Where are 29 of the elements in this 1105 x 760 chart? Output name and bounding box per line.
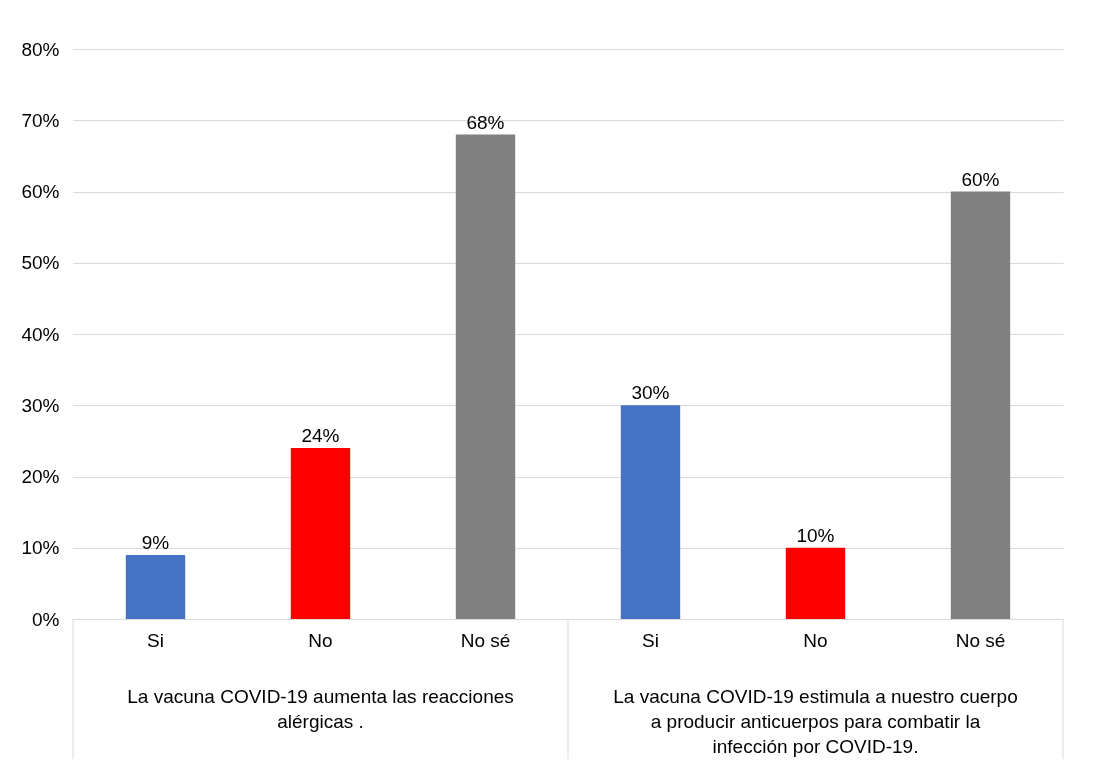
y-tick-label: 0% (32, 608, 60, 630)
text: La vacuna COVID-19 aumenta las reacciones alérgicas . (127, 686, 514, 732)
text: La vacuna COVID-19 estimula a nuestro cuerpo a producir anticuerpos para combatir la infección por COVID-19. (613, 686, 1018, 757)
x-tick-label: No (803, 629, 828, 651)
y-tick-label: 20% (21, 466, 60, 487)
data-label: 60% (961, 168, 1000, 190)
data-label: 9% (141, 531, 170, 553)
data-label: 24% (301, 425, 340, 446)
bar (785, 547, 846, 619)
y-tick-label: 10% (21, 537, 60, 559)
x-tick-label: No sé (955, 629, 1006, 651)
bar (620, 405, 681, 619)
bar (455, 134, 516, 619)
y-tick-label: 40% (21, 323, 60, 345)
y-tick-label: 70% (21, 109, 60, 131)
x-tick-label: No (308, 629, 333, 651)
bar (125, 554, 186, 619)
x-tick-label: No sé (460, 629, 511, 651)
y-tick-label: 60% (21, 181, 60, 202)
bar (290, 448, 351, 619)
bar (950, 191, 1011, 619)
y-tick-label: 80% (21, 38, 60, 60)
x-tick-label: Si (147, 629, 164, 651)
y-tick-label: 30% (21, 394, 60, 416)
x-tick-label: Si (642, 629, 659, 651)
data-label: 68% (466, 111, 505, 133)
data-label: 10% (796, 524, 835, 546)
data-label: 30% (631, 382, 670, 404)
y-tick-label: 50% (21, 252, 60, 274)
